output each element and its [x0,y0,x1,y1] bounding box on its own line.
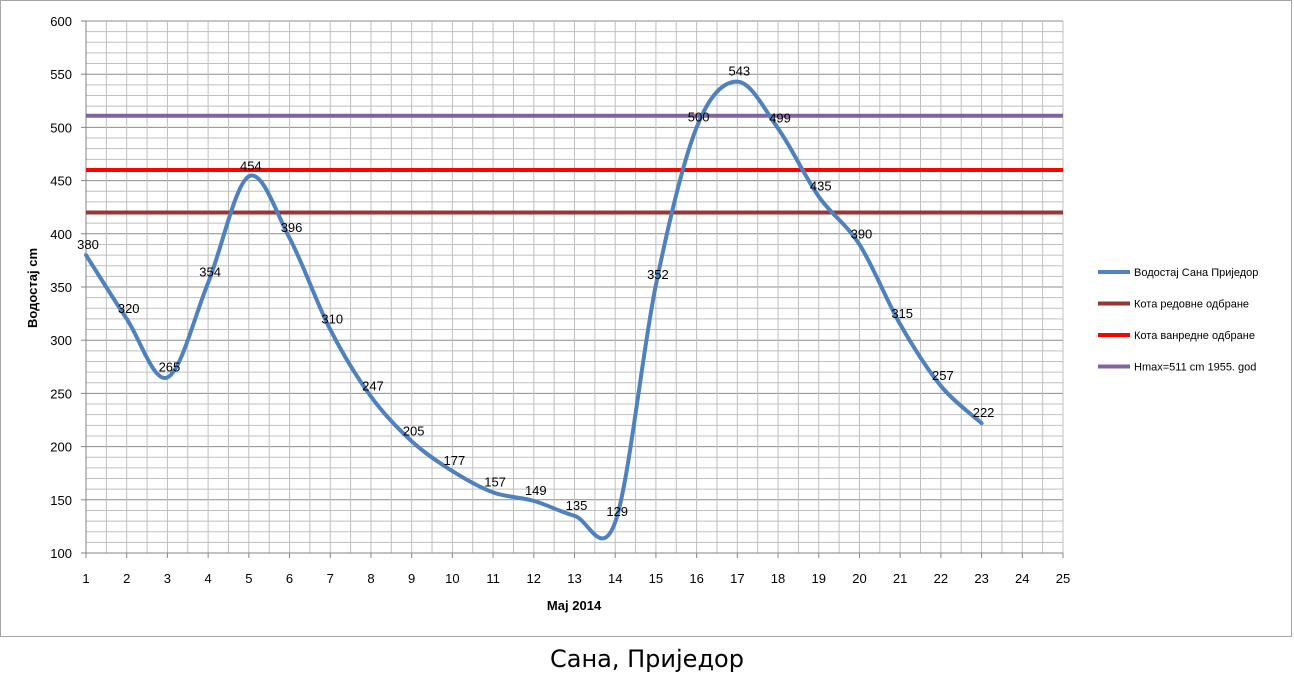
data-label: 265 [159,359,181,374]
x-tick-label: 25 [1056,571,1070,586]
x-tick-label: 21 [893,571,907,586]
x-tick-label: 14 [608,571,622,586]
water-level-series-line [84,79,984,541]
y-tick-label: 500 [50,120,72,135]
data-label: 129 [606,504,628,519]
data-label: 157 [484,474,506,489]
y-axis-title: Водостај cm [25,248,40,328]
y-tick-label: 400 [50,227,72,242]
x-tick-label: 15 [649,571,663,586]
x-tick-label: 8 [367,571,374,586]
x-axis-title: Мај 2014 [547,598,602,613]
data-label: 454 [240,158,262,173]
x-tick-label: 19 [812,571,826,586]
y-tick-label: 300 [50,333,72,348]
data-label: 390 [851,226,873,241]
x-tick-label: 17 [730,571,744,586]
data-label: 380 [77,237,99,252]
data-label: 499 [769,110,791,125]
y-tick-label: 450 [50,174,72,189]
data-label: 315 [891,306,913,321]
x-tick-label: 13 [567,571,581,586]
data-label: 543 [728,64,750,79]
y-tick-label: 100 [50,546,72,561]
data-label: 500 [688,109,710,124]
x-tick-label: 23 [974,571,988,586]
series-layer [84,79,1063,541]
legend-entry: Кота ванредне одбране [1134,330,1255,342]
data-labels: 380 320 265 354 454 396 310 247 205 177 157 149 135 1… [77,64,994,519]
x-tick-label: 22 [934,571,948,586]
legend: Водостај Сана Приједор Кота редовне одбра… [1098,267,1258,374]
legend-entry: Hmax=511 cm 1955. god [1134,362,1256,374]
data-label: 310 [321,312,343,327]
data-label: 177 [444,453,466,468]
data-label: 257 [932,368,954,383]
x-tick-label: 4 [205,571,212,586]
x-tick-label: 7 [327,571,334,586]
x-tick-label: 20 [852,571,866,586]
x-tick-label: 12 [527,571,541,586]
x-tick-label: 1 [82,571,89,586]
y-tick-label: 600 [50,14,72,29]
data-label: 149 [525,483,547,498]
legend-entry: Кота редовне одбране [1134,299,1249,311]
y-tick-label: 150 [50,493,72,508]
y-tick-label: 550 [50,67,72,82]
grid-layer [85,20,1064,554]
y-tick-label: 200 [50,440,72,455]
x-tick-label: 16 [689,571,703,586]
x-tick-label: 2 [123,571,130,586]
data-label: 320 [118,301,140,316]
data-label: 247 [362,379,384,394]
data-label: 352 [647,267,669,282]
x-tick-label: 5 [245,571,252,586]
x-tick-label: 18 [771,571,785,586]
y-tick-label: 250 [50,386,72,401]
x-tick-label: 24 [1015,571,1029,586]
legend-entry: Водостај Сана Приједор [1134,267,1258,279]
figure-caption: Сана, Приједор [550,645,744,673]
y-tick-label: 350 [50,280,72,295]
data-label: 222 [973,405,995,420]
data-label: 354 [199,265,221,280]
x-tick-label: 10 [445,571,459,586]
x-tick-label: 9 [408,571,415,586]
data-label: 435 [810,179,832,194]
x-tick-label: 3 [164,571,171,586]
x-tick-label: 6 [286,571,293,586]
data-label: 396 [281,220,303,235]
data-label: 135 [566,498,588,513]
x-tick-label: 11 [486,571,500,586]
data-label: 205 [403,423,425,438]
